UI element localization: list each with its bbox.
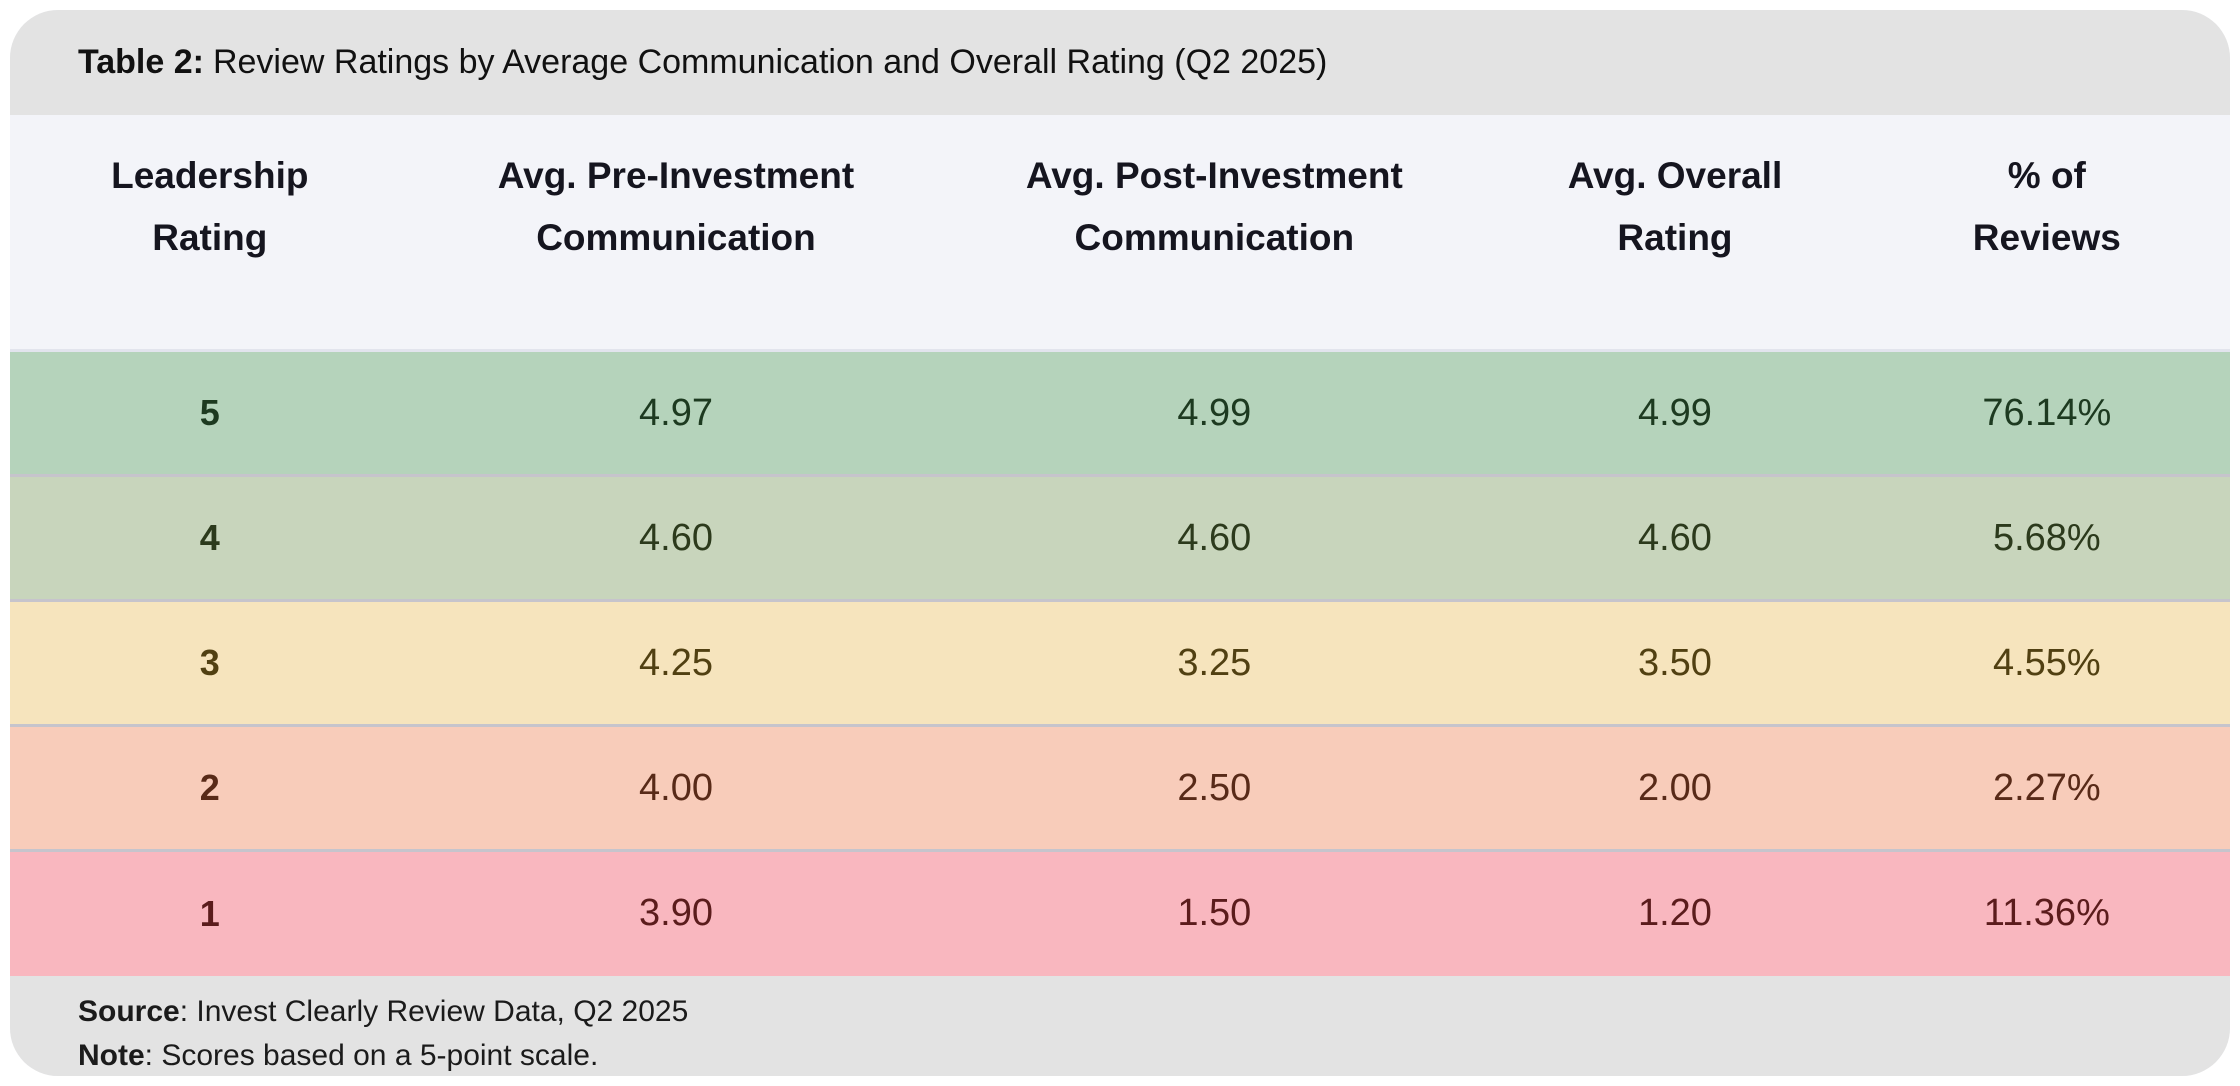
pre-investment-cell: 4.25 <box>409 599 943 726</box>
percent-reviews-cell: 11.36% <box>1863 849 2230 976</box>
overall-rating-cell: 3.50 <box>1486 599 1864 726</box>
table-row-rating-3: 3 4.25 3.25 3.50 4.55% <box>10 599 2230 726</box>
post-investment-cell: 3.25 <box>942 599 1487 726</box>
note-label: Note <box>78 1038 145 1072</box>
column-header-leadership-rating: Leadership Rating <box>10 115 410 351</box>
percent-reviews-cell: 4.55% <box>1863 599 2230 726</box>
leadership-rating-cell: 3 <box>10 599 410 726</box>
pre-investment-cell: 3.90 <box>409 849 943 976</box>
leadership-rating-cell: 1 <box>10 849 410 976</box>
overall-rating-cell: 2.00 <box>1486 724 1864 851</box>
table-footer: Source: Invest Clearly Review Data, Q2 2… <box>10 975 2230 1077</box>
ratings-table: Leadership Rating Avg. Pre-Investment Co… <box>10 115 2230 976</box>
table-title-bar: Table 2: Review Ratings by Average Commu… <box>10 10 2230 115</box>
source-line: Source: Invest Clearly Review Data, Q2 2… <box>78 990 2230 1034</box>
table-row-rating-1: 1 3.90 1.50 1.20 11.36% <box>10 849 2230 976</box>
table-number-label: Table 2: <box>78 43 204 81</box>
table-card: Table 2: Review Ratings by Average Commu… <box>10 10 2230 1076</box>
pre-investment-cell: 4.00 <box>409 724 943 851</box>
pre-investment-cell: 4.60 <box>409 474 943 601</box>
table-row-rating-2: 2 4.00 2.50 2.00 2.27% <box>10 724 2230 851</box>
leadership-rating-cell: 2 <box>10 724 410 851</box>
table-title-text: Review Ratings by Average Communication … <box>212 43 1328 81</box>
note-text: : Scores based on a 5-point scale. <box>144 1038 599 1072</box>
column-header-post-investment-communication: Avg. Post-Investment Communication <box>942 115 1487 351</box>
percent-reviews-cell: 2.27% <box>1863 724 2230 851</box>
post-investment-cell: 2.50 <box>942 724 1487 851</box>
column-header-percent-of-reviews: % of Reviews <box>1863 115 2230 351</box>
overall-rating-cell: 4.99 <box>1486 349 1864 476</box>
column-header-pre-investment-communication: Avg. Pre-Investment Communication <box>409 115 943 351</box>
table-row-rating-4: 4 4.60 4.60 4.60 5.68% <box>10 474 2230 601</box>
leadership-rating-cell: 4 <box>10 474 410 601</box>
overall-rating-cell: 1.20 <box>1486 849 1864 976</box>
percent-reviews-cell: 76.14% <box>1863 349 2230 476</box>
column-header-overall-rating: Avg. Overall Rating <box>1486 115 1864 351</box>
source-label: Source <box>78 994 180 1028</box>
overall-rating-cell: 4.60 <box>1486 474 1864 601</box>
table-row-rating-5: 5 4.97 4.99 4.99 76.14% <box>10 349 2230 476</box>
post-investment-cell: 4.60 <box>942 474 1487 601</box>
source-text: : Invest Clearly Review Data, Q2 2025 <box>179 994 689 1028</box>
table-header-row: Leadership Rating Avg. Pre-Investment Co… <box>10 115 2230 351</box>
pre-investment-cell: 4.97 <box>409 349 943 476</box>
post-investment-cell: 4.99 <box>942 349 1487 476</box>
leadership-rating-cell: 5 <box>10 349 410 476</box>
percent-reviews-cell: 5.68% <box>1863 474 2230 601</box>
note-line: Note: Scores based on a 5-point scale. <box>78 1034 2230 1077</box>
post-investment-cell: 1.50 <box>942 849 1487 976</box>
